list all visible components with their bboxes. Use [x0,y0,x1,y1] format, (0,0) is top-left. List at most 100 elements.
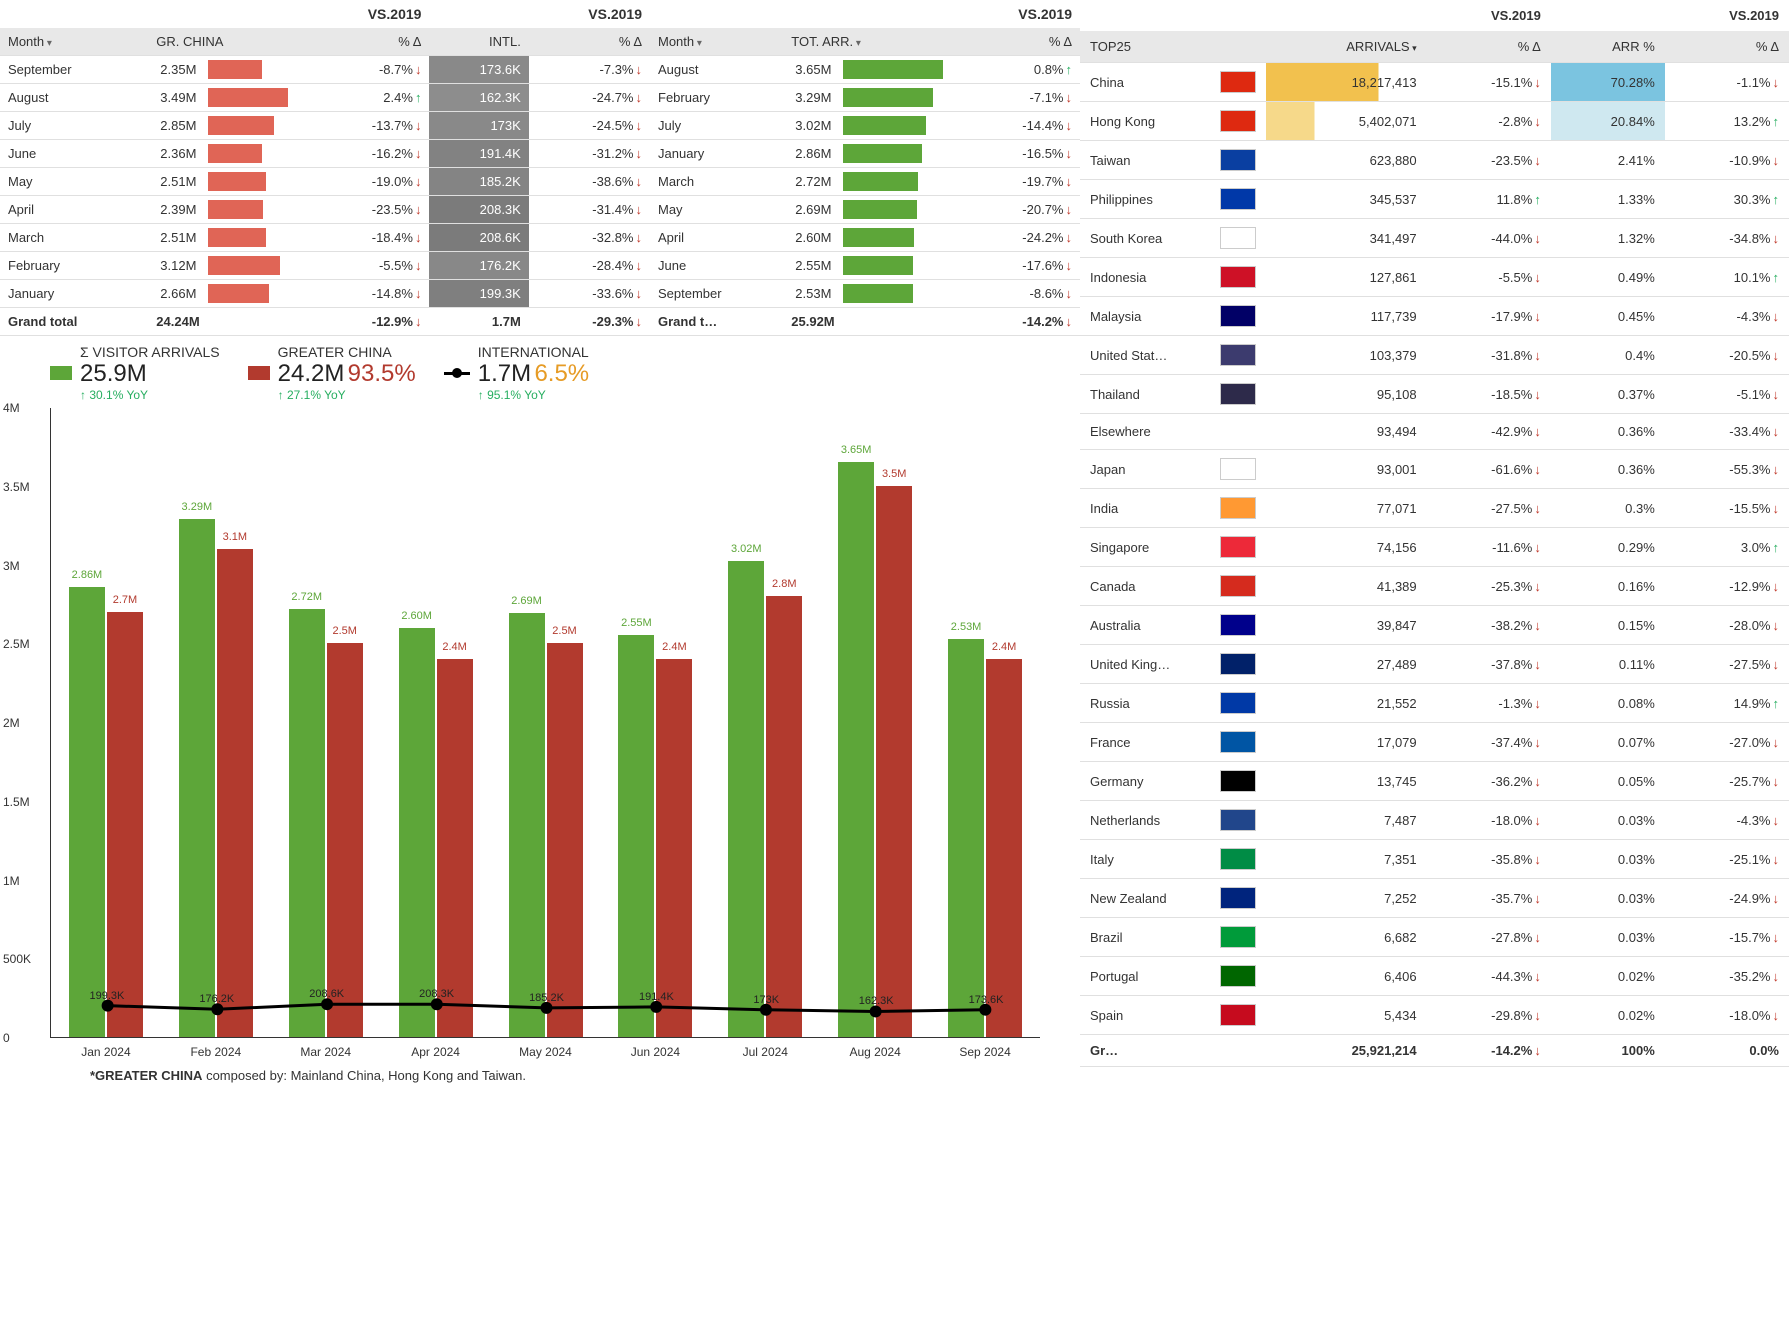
table-row[interactable]: September2.35M-8.7%173.6K-7.3% [0,56,650,84]
cell-delta2: -35.2% [1665,957,1789,996]
table-row[interactable]: February3.12M-5.5%176.2K-28.4% [0,252,650,280]
table-row[interactable]: Spain5,434-29.8%0.02%-18.0% [1080,996,1789,1035]
line-point-label: 191.4K [639,991,674,1003]
cell-delta2: -18.0% [1665,996,1789,1035]
chart-month-group: 2.53M2.4MSep 2024 [930,639,1040,1037]
col-grchina[interactable]: GR. CHINA [148,28,308,56]
col-arrpct[interactable]: ARR % [1551,31,1665,63]
cell-flag [1210,957,1266,996]
xlabel: Apr 2024 [411,1045,460,1059]
cell-delta1: -44.3% [1427,957,1551,996]
cell-country: Taiwan [1080,141,1210,180]
cell-tot: 2.69M [783,196,963,224]
table-row[interactable]: Malaysia117,739-17.9%0.45%-4.3% [1080,297,1789,336]
col-pctdelta[interactable]: % Δ [1665,31,1789,63]
table-row[interactable]: March2.72M-19.7% [650,168,1080,196]
ytick: 2.5M [3,637,30,651]
table-row[interactable]: Russia21,552-1.3%0.08%14.9% [1080,684,1789,723]
table-row[interactable]: France17,079-37.4%0.07%-27.0% [1080,723,1789,762]
table-row[interactable]: July3.02M-14.4% [650,112,1080,140]
cell-tot-delta: -17.6% [963,252,1080,280]
bar-visitors: 3.65M [838,462,874,1037]
vs2019-label: VS.2019 [1427,0,1551,31]
cell-country: Thailand [1080,375,1210,414]
cell-flag [1210,63,1266,102]
cell-month: April [0,196,148,224]
table-row[interactable]: July2.85M-13.7%173K-24.5% [0,112,650,140]
table-row[interactable]: June2.55M-17.6% [650,252,1080,280]
cell-china: 2.51M [148,168,308,196]
bar-visitors: 2.53M [948,639,984,1037]
legend-swatch-china [248,366,270,380]
cell-tot-delta: -8.6% [963,280,1080,308]
col-month[interactable]: Month [0,28,148,56]
table-row[interactable]: April2.60M-24.2% [650,224,1080,252]
table-row[interactable]: Thailand95,108-18.5%0.37%-5.1% [1080,375,1789,414]
table-row[interactable]: Brazil6,682-27.8%0.03%-15.7% [1080,918,1789,957]
arrivals-bar-chart: 2.86M2.7MJan 20243.29M3.1MFeb 20242.72M2… [50,408,1040,1038]
table-row[interactable]: Italy7,351-35.8%0.03%-25.1% [1080,840,1789,879]
table-row[interactable]: April2.39M-23.5%208.3K-31.4% [0,196,650,224]
cell-delta2: -25.7% [1665,762,1789,801]
col-pctdelta[interactable]: % Δ [308,28,429,56]
table-row[interactable]: May2.69M-20.7% [650,196,1080,224]
table-row[interactable]: August3.65M0.8% [650,56,1080,84]
table-row[interactable]: Philippines345,53711.8%1.33%30.3% [1080,180,1789,219]
cell-country: Japan [1080,450,1210,489]
table-row[interactable]: September2.53M-8.6% [650,280,1080,308]
table-row[interactable]: Elsewhere93,494-42.9%0.36%-33.4% [1080,414,1789,450]
bar-visitors: 3.29M [179,519,215,1037]
table-row[interactable]: Portugal6,406-44.3%0.02%-35.2% [1080,957,1789,996]
cell-tot: 2.53M [783,280,963,308]
vs2019-label: VS.2019 [308,0,429,28]
table-row[interactable]: January2.86M-16.5% [650,140,1080,168]
line-point-label: 199.3K [90,990,125,1002]
table-row[interactable]: India77,071-27.5%0.3%-15.5% [1080,489,1789,528]
chart-month-group: 2.72M2.5MMar 2024 [271,609,381,1037]
flag-icon [1220,965,1256,987]
cell-intl-delta: -24.7% [529,84,650,112]
table-row[interactable]: June2.36M-16.2%191.4K-31.2% [0,140,650,168]
cell-intl: 208.3K [429,196,528,224]
table-row[interactable]: February3.29M-7.1% [650,84,1080,112]
col-pctdelta[interactable]: % Δ [1427,31,1551,63]
table-row[interactable]: Australia39,847-38.2%0.15%-28.0% [1080,606,1789,645]
ytick: 3M [3,559,20,573]
table-row[interactable]: August3.49M2.4%162.3K-24.7% [0,84,650,112]
col-pctdelta[interactable]: % Δ [963,28,1080,56]
top25-total-arr: 25,921,214 [1266,1035,1427,1067]
cell-delta1: -31.8% [1427,336,1551,375]
table-row[interactable]: Taiwan623,880-23.5%2.41%-10.9% [1080,141,1789,180]
flag-icon [1220,266,1256,288]
cell-intl: 162.3K [429,84,528,112]
table-row[interactable]: Japan93,001-61.6%0.36%-55.3% [1080,450,1789,489]
legend-marker-intl [444,372,470,375]
col-arrivals[interactable]: ARRIVALS [1266,31,1427,63]
table-row[interactable]: China18,217,413-15.1%70.28%-1.1% [1080,63,1789,102]
col-intl[interactable]: INTL. [429,28,528,56]
table-row[interactable]: Canada41,389-25.3%0.16%-12.9% [1080,567,1789,606]
xlabel: May 2024 [519,1045,572,1059]
col-top25[interactable]: TOP25 [1080,31,1210,63]
table-row[interactable]: March2.51M-18.4%208.6K-32.8% [0,224,650,252]
cell-country: Singapore [1080,528,1210,567]
table-row[interactable]: Singapore74,156-11.6%0.29%3.0% [1080,528,1789,567]
col-totarr[interactable]: TOT. ARR. [783,28,963,56]
table-row[interactable]: United Stat…103,379-31.8%0.4%-20.5% [1080,336,1789,375]
table-row[interactable]: January2.66M-14.8%199.3K-33.6% [0,280,650,308]
table-row[interactable]: May2.51M-19.0%185.2K-38.6% [0,168,650,196]
table-row[interactable]: New Zealand7,252-35.7%0.03%-24.9% [1080,879,1789,918]
bar-china: 2.5M [327,643,363,1037]
col-pctdelta[interactable]: % Δ [529,28,650,56]
cell-china-delta: -19.0% [308,168,429,196]
table-row[interactable]: Indonesia127,861-5.5%0.49%10.1% [1080,258,1789,297]
table-row[interactable]: United King…27,489-37.8%0.11%-27.5% [1080,645,1789,684]
cell-country: Brazil [1080,918,1210,957]
table-row[interactable]: Hong Kong5,402,071-2.8%20.84%13.2% [1080,102,1789,141]
cell-delta2: 13.2% [1665,102,1789,141]
col-month[interactable]: Month [650,28,783,56]
table-row[interactable]: South Korea341,497-44.0%1.32%-34.8% [1080,219,1789,258]
table-row[interactable]: Germany13,745-36.2%0.05%-25.7% [1080,762,1789,801]
cell-arrpct: 0.49% [1551,258,1665,297]
table-row[interactable]: Netherlands7,487-18.0%0.03%-4.3% [1080,801,1789,840]
